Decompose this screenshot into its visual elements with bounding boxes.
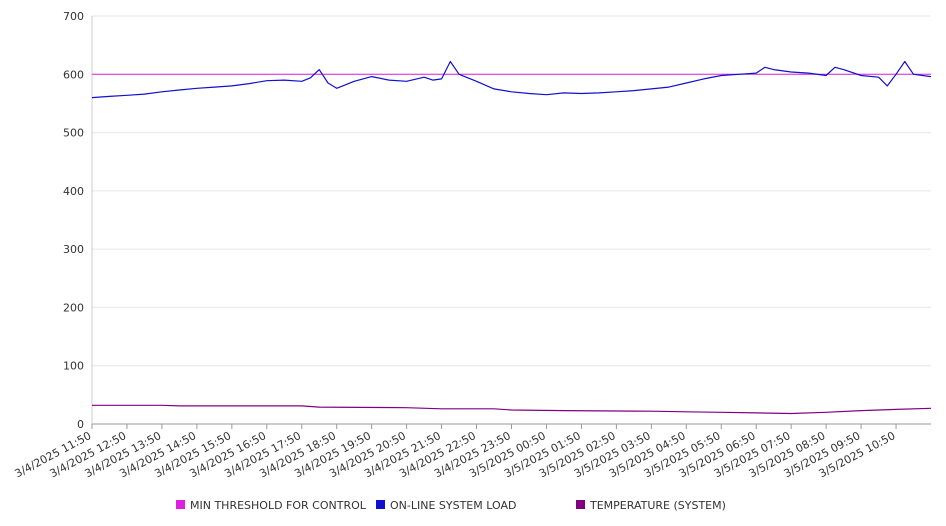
legend-label: MIN THRESHOLD FOR CONTROL [190, 499, 367, 512]
legend-swatch [376, 500, 385, 509]
y-tick-label: 400 [63, 185, 84, 198]
y-tick-label: 700 [63, 10, 84, 23]
series-line-temperature-system [92, 404, 932, 415]
series-line-on-line-system-load [91, 60, 932, 99]
y-tick-label: 500 [63, 127, 84, 140]
legend-label: ON-LINE SYSTEM LOAD [390, 499, 516, 512]
y-tick-label: 100 [63, 360, 84, 373]
y-tick-label: 600 [63, 68, 84, 81]
y-tick-label: 0 [77, 418, 84, 431]
legend-swatch [176, 500, 185, 509]
legend-label: TEMPERATURE (SYSTEM) [589, 499, 726, 512]
legend-swatch [576, 500, 585, 509]
y-tick-label: 200 [63, 301, 84, 314]
y-tick-label: 300 [63, 243, 84, 256]
